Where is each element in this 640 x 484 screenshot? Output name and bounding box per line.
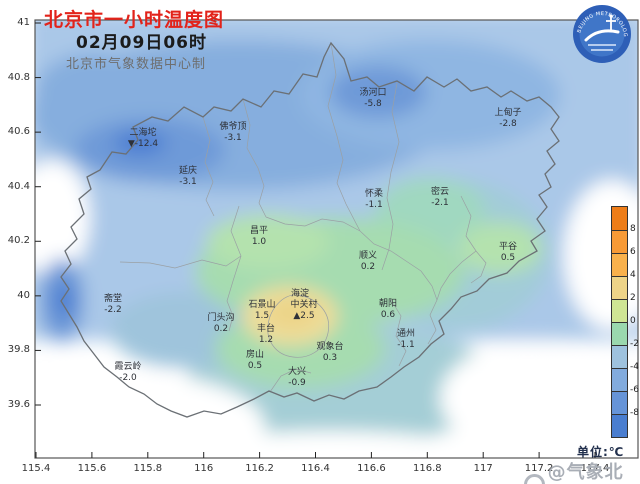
colorbar-tick-label: -8	[630, 408, 639, 418]
station-丰台: 丰台 1.2	[256, 324, 276, 345]
lon-tick-label: 116.4	[301, 463, 330, 474]
station-顺义: 顺义 0.2	[358, 251, 378, 272]
station-大兴: 大兴 -0.9	[287, 367, 307, 388]
colorbar-segment	[612, 207, 627, 230]
colorbar-tick-label: -2	[630, 339, 639, 349]
unit-label: 单位:℃	[577, 445, 625, 459]
lon-tick-label: 115.6	[77, 463, 107, 474]
colorbar-tick-label: 6	[630, 247, 636, 257]
colorbar-tick-label: -4	[630, 362, 639, 372]
lon-tick-label: 116	[194, 463, 214, 474]
lon-tick-label: 116.2	[245, 463, 274, 474]
station-石景山: 石景山 1.5	[248, 300, 276, 321]
station-霞云岭: 霞云岭 -2.0	[114, 362, 142, 383]
lat-tick-label: 39.8	[7, 344, 30, 356]
lon-tick-label: 116.8	[412, 463, 442, 474]
colorbar-segment	[612, 322, 627, 345]
station-斋堂: 斋堂 -2.2	[103, 294, 123, 315]
station-佛爷顶: 佛爷顶 -3.1	[219, 122, 247, 143]
data-source: 北京市气象数据中心制	[66, 57, 207, 72]
colorbar-segment	[612, 253, 627, 276]
colorbar-segment	[612, 414, 627, 437]
lat-tick-label: 40.8	[7, 71, 30, 83]
station-中关村: 中关村 ▲2.5	[290, 300, 318, 321]
lon-tick-label: 116.6	[357, 463, 386, 474]
lon-tick-label: 117	[473, 463, 493, 474]
lat-tick-label: 40.4	[7, 180, 30, 192]
station-观象台: 观象台 0.3	[316, 342, 344, 363]
colorbar-tick-label: 2	[630, 293, 636, 303]
colorbar-segment	[612, 368, 627, 391]
axis-ticks	[35, 22, 596, 458]
station-上甸子: 上甸子 -2.8	[494, 108, 522, 129]
lat-tick-label: 40.2	[7, 235, 30, 247]
station-通州: 通州 -1.1	[396, 329, 416, 350]
station-怀柔: 怀柔 -1.1	[364, 189, 384, 210]
page-title: 北京市一小时温度图	[44, 9, 225, 31]
temperature-colorbar	[611, 206, 628, 438]
bms-logo-icon: BEIJING METEOROLOGICAL SERVICE	[569, 0, 633, 69]
station-汤河口: 汤河口 -5.8	[359, 88, 387, 109]
station-昌平: 昌平 1.0	[249, 226, 269, 247]
station-二海坨: 二海坨 ▼-12.4	[127, 128, 159, 149]
station-平谷: 平谷 0.5	[498, 242, 518, 263]
colorbar-tick-label: 8	[630, 224, 636, 234]
temperature-field	[35, 20, 638, 458]
station-房山: 房山 0.5	[245, 350, 265, 371]
station-门头沟: 门头沟 0.2	[207, 313, 235, 334]
colorbar-tick-label: -6	[630, 385, 639, 395]
lon-tick-label: 115.4	[21, 463, 51, 474]
lat-tick-label: 40.6	[7, 126, 30, 138]
lon-tick-label: 117.2	[524, 463, 554, 474]
lon-tick-label: 115.8	[133, 463, 163, 474]
beijing-boundary	[60, 41, 560, 418]
colorbar-tick-label: 4	[630, 270, 636, 280]
colorbar-segment	[612, 299, 627, 322]
station-延庆: 延庆 -3.1	[178, 166, 198, 187]
station-朝阳: 朝阳 0.6	[378, 299, 398, 320]
lat-tick-label: 39.6	[7, 398, 30, 410]
station-密云: 密云 -2.1	[430, 187, 450, 208]
colorbar-segment	[612, 391, 627, 414]
colorbar-tick-label: 0	[630, 316, 636, 326]
colorbar-segment	[612, 345, 627, 368]
lat-tick-label: 41	[17, 17, 30, 28]
lat-tick-label: 40	[17, 289, 30, 301]
colorbar-segment	[612, 230, 627, 253]
lon-tick-label: 117.4	[580, 463, 610, 474]
watermark-logo-icon	[524, 473, 545, 484]
district-boundaries	[119, 42, 487, 393]
plot-frame	[34, 19, 639, 459]
colorbar-segment	[612, 276, 627, 299]
map-datetime: 02月09日06时	[76, 33, 207, 53]
station-海淀: 海淀	[290, 289, 310, 299]
watermark: @气象北京	[524, 458, 640, 484]
